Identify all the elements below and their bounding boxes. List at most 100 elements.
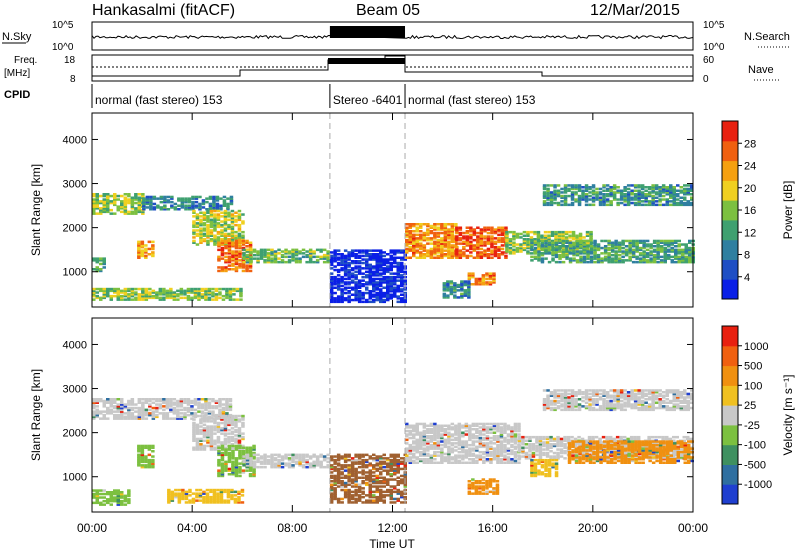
range-gate-cell — [497, 249, 501, 252]
range-gate-cell — [277, 465, 281, 469]
range-gate-cell — [343, 453, 348, 457]
range-gate-cell — [350, 501, 355, 504]
range-gate-cell — [442, 289, 447, 292]
range-gate-cell — [347, 469, 351, 472]
range-gate-cell — [205, 495, 210, 499]
range-gate-cell — [228, 403, 233, 406]
range-gate-cell — [574, 200, 578, 203]
range-gate-cell — [393, 258, 397, 261]
range-gate-cell — [422, 245, 427, 249]
range-gate-cell — [637, 184, 641, 187]
range-gate-cell — [195, 225, 200, 229]
range-gate-cell — [357, 279, 362, 282]
range-gate-cell — [340, 277, 344, 281]
range-gate-cell — [382, 254, 386, 258]
range-gate-cell — [361, 251, 365, 254]
range-gate-cell — [305, 458, 309, 462]
range-gate-cell — [591, 186, 596, 189]
range-gate-cell — [440, 456, 444, 459]
range-gate-cell — [419, 256, 423, 259]
range-gate-cell — [241, 269, 246, 273]
range-gate-cell — [644, 194, 648, 198]
range-gate-cell — [248, 446, 253, 449]
range-gate-cell — [447, 254, 451, 258]
range-gate-cell — [375, 474, 379, 478]
range-gate-cell — [386, 279, 390, 282]
range-gate-cell — [326, 457, 330, 460]
range-gate-cell — [557, 232, 562, 236]
range-gate-cell — [533, 241, 538, 244]
range-gate-cell — [137, 464, 141, 467]
range-gate-cell — [205, 494, 210, 497]
range-gate-cell — [561, 232, 565, 236]
range-gate-cell — [315, 248, 320, 252]
range-gate-cell — [245, 450, 249, 453]
range-gate-cell — [372, 249, 376, 252]
range-gate-cell — [202, 227, 207, 230]
range-gate-cell — [333, 298, 337, 302]
range-gate-cell — [214, 406, 219, 410]
range-gate-cell — [333, 474, 337, 478]
range-gate-cell — [549, 201, 554, 205]
range-gate-cell — [234, 434, 238, 437]
range-gate-cell — [230, 490, 234, 494]
range-gate-cell — [215, 208, 220, 211]
range-gate-cell — [170, 497, 175, 501]
range-gate-cell — [144, 291, 149, 294]
range-gate-cell — [419, 223, 423, 226]
range-gate-cell — [547, 250, 551, 253]
range-gate-cell — [595, 193, 599, 196]
range-gate-cell — [375, 464, 379, 467]
range-gate-cell — [326, 253, 330, 257]
range-gate-cell — [237, 439, 242, 442]
range-gate-cell — [106, 491, 110, 494]
range-gate-cell — [242, 248, 246, 252]
range-gate-cell — [476, 237, 480, 240]
range-gate-cell — [252, 446, 256, 449]
range-gate-cell — [329, 467, 334, 471]
range-gate-cell — [259, 457, 264, 460]
range-gate-cell — [469, 251, 473, 254]
range-gate-cell — [656, 246, 660, 250]
range-gate-cell — [419, 224, 423, 228]
range-gate-cell — [238, 444, 242, 448]
range-gate-cell — [375, 265, 379, 268]
range-gate-cell — [486, 254, 491, 258]
range-gate-cell — [234, 260, 239, 264]
range-gate-cell — [350, 464, 355, 467]
range-gate-cell — [106, 401, 110, 404]
range-gate-cell — [95, 413, 99, 417]
range-gate-cell — [400, 249, 404, 252]
range-gate-cell — [170, 197, 174, 200]
range-gate-cell — [365, 263, 369, 267]
range-gate-cell — [588, 194, 592, 198]
range-gate-cell — [340, 267, 344, 270]
range-gate-cell — [220, 418, 224, 421]
range-gate-cell — [183, 293, 187, 296]
range-gate-cell — [200, 412, 205, 415]
range-gate-cell — [405, 249, 409, 252]
range-gate-cell — [638, 259, 643, 262]
range-gate-cell — [361, 481, 365, 485]
range-gate-cell — [343, 490, 348, 494]
range-gate-cell — [512, 252, 516, 255]
range-gate-cell — [472, 256, 477, 259]
range-gate-cell — [386, 291, 390, 295]
range-gate-cell — [212, 200, 216, 204]
range-gate-cell — [542, 196, 547, 199]
range-gate-cell — [347, 490, 351, 494]
range-gate-cell — [681, 250, 685, 253]
range-gate-cell — [368, 277, 372, 281]
range-gate-cell — [238, 471, 242, 474]
range-gate-cell — [241, 241, 246, 244]
range-gate-cell — [488, 277, 493, 281]
range-gate-cell — [621, 260, 625, 264]
range-gate-cell — [415, 438, 419, 442]
range-gate-cell — [626, 193, 631, 196]
range-gate-cell — [403, 465, 407, 469]
range-gate-cell — [684, 250, 688, 253]
range-gate-cell — [415, 228, 419, 231]
range-gate-cell — [151, 291, 156, 294]
range-gate-cell — [386, 297, 390, 300]
range-gate-cell — [95, 401, 99, 404]
